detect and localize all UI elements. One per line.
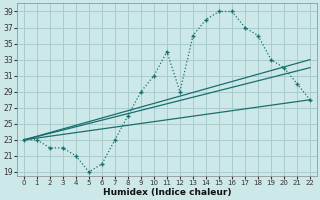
X-axis label: Humidex (Indice chaleur): Humidex (Indice chaleur)	[103, 188, 231, 197]
